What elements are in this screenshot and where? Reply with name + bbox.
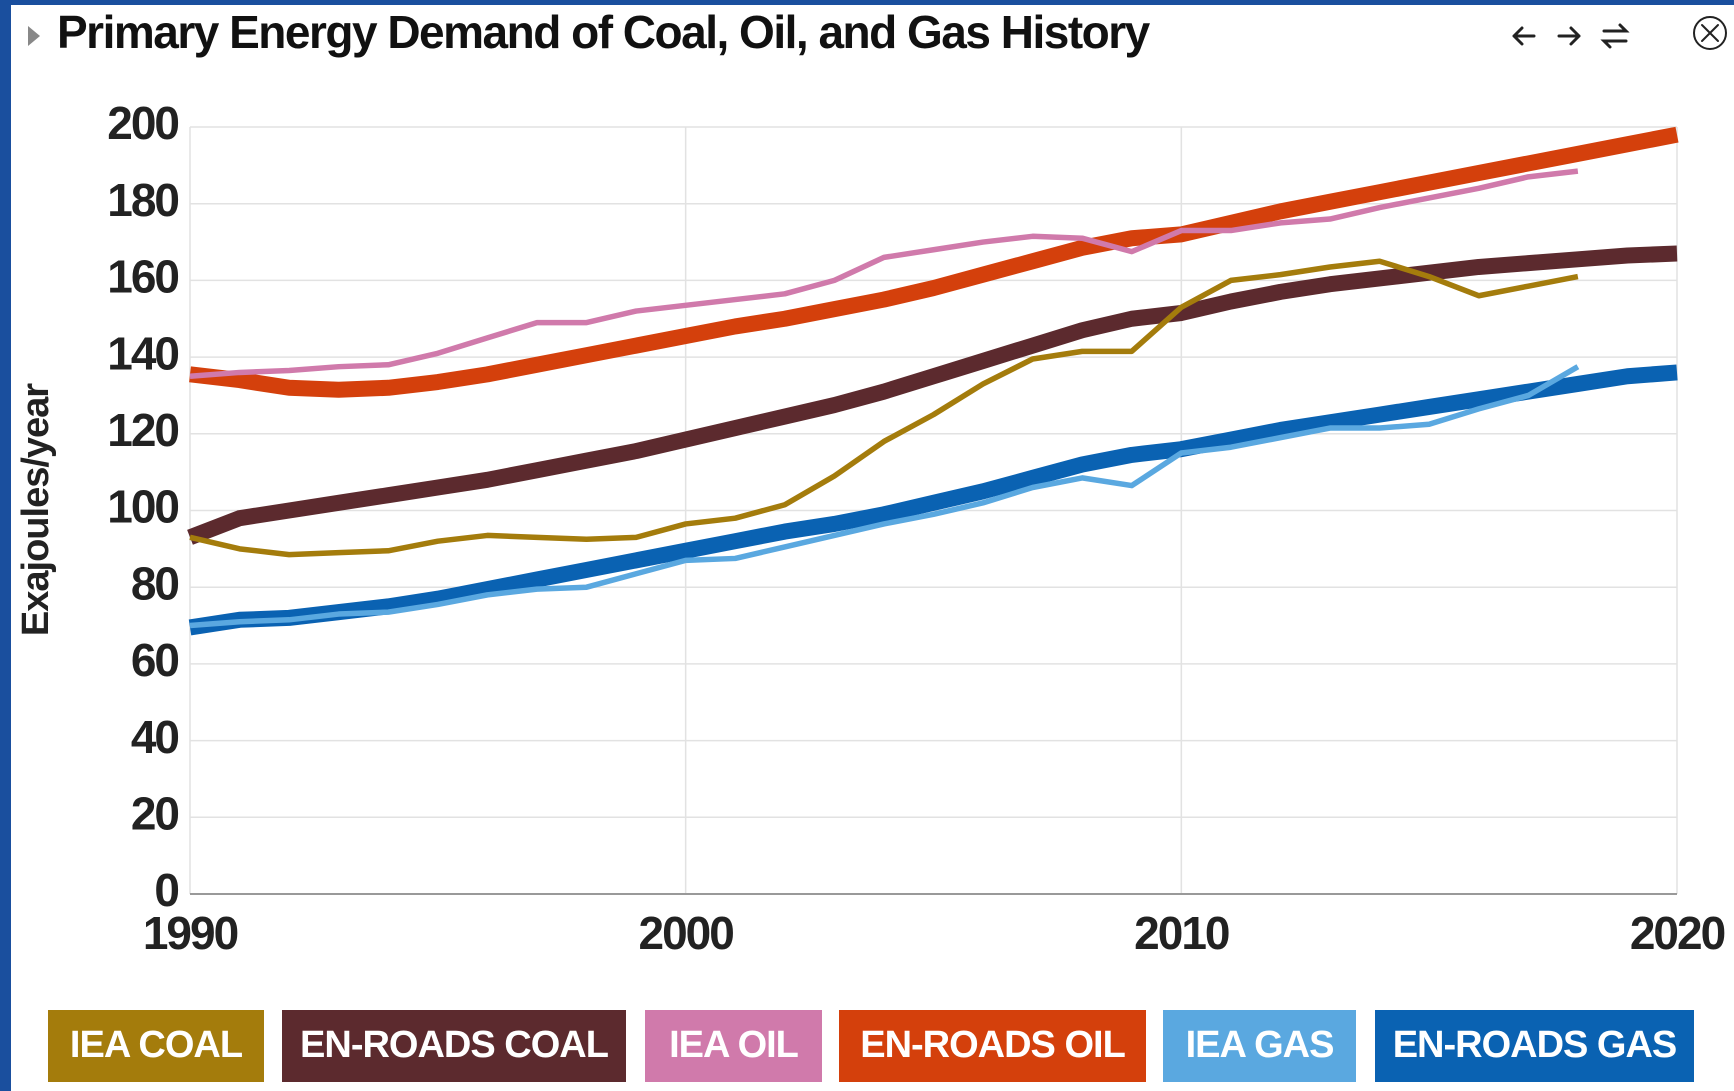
legend-item: EN-ROADS OIL: [839, 1010, 1146, 1082]
x-tick-label: 2000: [638, 907, 733, 959]
legend-swatch: [48, 1010, 264, 1082]
y-tick-label: 120: [107, 404, 178, 456]
y-tick-label: 160: [107, 251, 178, 303]
series-line: [187, 245, 1678, 545]
y-tick-label: 80: [131, 557, 179, 609]
legend-label: IEA COAL: [70, 1024, 243, 1066]
x-tick-label: 2010: [1134, 907, 1229, 959]
x-tick-label: 1990: [143, 907, 238, 959]
legend-label: IEA OIL: [669, 1024, 799, 1066]
legend-item: IEA COAL: [48, 1010, 264, 1082]
y-tick-label: 60: [131, 634, 179, 686]
legend-label: EN-ROADS OIL: [860, 1024, 1125, 1066]
series-line: [189, 364, 1580, 629]
y-tick-label: 20: [131, 787, 179, 839]
expand-arrow[interactable]: [28, 26, 40, 46]
y-tick-label: 180: [107, 174, 178, 226]
y-axis-label: Exajoules/year: [15, 383, 57, 636]
y-tick-label: 140: [107, 327, 178, 379]
chart-title: Primary Energy Demand of Coal, Oil, and …: [57, 6, 1151, 58]
series-line: [188, 364, 1678, 636]
swap-button[interactable]: [1600, 23, 1630, 49]
close-button[interactable]: [1693, 16, 1727, 50]
legend-item: EN-ROADS COAL: [282, 1010, 626, 1082]
legend-item: IEA GAS: [1163, 1010, 1356, 1082]
legend-swatch: [1163, 1010, 1356, 1082]
series-line: [189, 258, 1579, 558]
legend-item: EN-ROADS GAS: [1375, 1010, 1694, 1082]
forward-button[interactable]: [1557, 26, 1581, 46]
y-tick-label: 100: [107, 481, 178, 533]
back-button[interactable]: [1512, 26, 1536, 46]
series-line: [189, 168, 1579, 380]
legend-item: IEA OIL: [645, 1010, 822, 1082]
legend-label: IEA GAS: [1186, 1024, 1334, 1066]
y-tick-label: 200: [107, 97, 178, 149]
y-tick-label: 0: [154, 864, 178, 916]
frame-left: [0, 0, 11, 1091]
legend-label: EN-ROADS GAS: [1393, 1024, 1677, 1066]
legend-swatch: [282, 1010, 626, 1082]
series-line: [189, 126, 1679, 398]
y-tick-label: 40: [131, 711, 179, 763]
x-tick-label: 2020: [1630, 907, 1725, 959]
legend-swatch: [1375, 1010, 1694, 1082]
legend-label: EN-ROADS COAL: [300, 1024, 609, 1066]
legend-swatch: [645, 1010, 822, 1082]
frame-top: [0, 0, 1734, 5]
legend-swatch: [839, 1010, 1146, 1082]
